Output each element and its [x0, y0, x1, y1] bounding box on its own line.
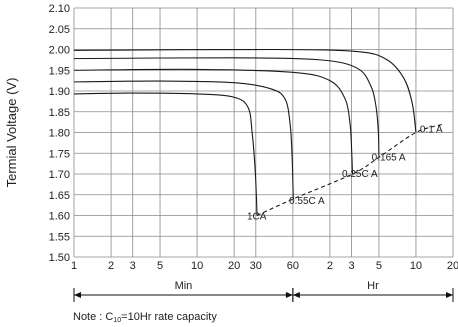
x-tick-label: 3 [349, 260, 355, 272]
note-subscript: 10 [113, 317, 121, 324]
y-tick-label: 1.70 [49, 169, 70, 181]
y-tick-label: 1.90 [49, 86, 70, 98]
series-line [73, 48, 417, 133]
segment-label: Min [175, 280, 193, 292]
y-tick-label: 1.85 [49, 107, 70, 119]
y-tick-label: 1.50 [49, 252, 70, 264]
y-tick-label: 1.95 [49, 65, 70, 77]
series-label: 0.1 A [420, 125, 443, 136]
segment-label: Hr [367, 280, 379, 292]
series-label: 1CA [247, 212, 267, 223]
note-prefix: Note : C [73, 311, 113, 323]
y-tick-label: 1.65 [49, 190, 70, 202]
arrow-head [285, 292, 293, 298]
y-axis-label: Termial Voltage (V) [4, 78, 19, 188]
y-tick-label: 2.00 [49, 45, 70, 57]
y-tick-label: 2.05 [49, 24, 70, 36]
series-line [73, 57, 380, 158]
x-tick-label: 2 [108, 260, 114, 272]
series-line [73, 68, 354, 175]
x-tick-label: 2 [327, 260, 333, 272]
x-tick-label: 10 [410, 260, 422, 272]
x-tick-label: 5 [157, 260, 163, 272]
y-tick-label: 1.80 [49, 128, 70, 140]
x-tick-labels: 1 2 3 5 10 20 30 60 2 3 5 10 20 [71, 260, 458, 272]
series-labels: 1CA 0.55C A 0.25C A 0.165 A 0.1 A [247, 125, 443, 223]
note-suffix: =10Hr rate capacity [121, 311, 217, 323]
series-label: 0.165 A [372, 152, 406, 163]
arrow-head [292, 292, 300, 298]
x-tick-label: 20 [228, 260, 240, 272]
series-line [73, 92, 258, 216]
x-tick-label: 1 [71, 260, 77, 272]
y-tick-label: 1.55 [49, 231, 70, 243]
arrow-head [74, 292, 81, 298]
series-curves [73, 48, 417, 216]
x-tick-label: 60 [287, 260, 299, 272]
x-tick-label: 3 [130, 260, 136, 272]
y-tick-labels: 1.50 1.55 1.60 1.65 1.70 1.75 1.80 1.85 1.90 1.95… [49, 3, 70, 264]
x-tick-label: 5 [376, 260, 382, 272]
x-tick-label: 20 [447, 260, 458, 272]
endpoint-curve [256, 123, 444, 217]
note-text: Note : C10=10Hr rate capacity [73, 311, 217, 324]
series-label: 0.55C A [289, 196, 325, 207]
series-label: 0.25C A [342, 169, 378, 180]
arrow-head [446, 292, 453, 298]
time-segments: Min Hr [73, 280, 454, 302]
y-tick-label: 2.10 [49, 3, 70, 15]
endpoint-dashed-line [256, 123, 444, 217]
x-tick-label: 10 [191, 260, 203, 272]
y-tick-label: 1.60 [49, 211, 70, 223]
x-tick-label: 30 [250, 260, 262, 272]
series-line [73, 80, 294, 199]
y-tick-label: 1.75 [49, 148, 70, 160]
